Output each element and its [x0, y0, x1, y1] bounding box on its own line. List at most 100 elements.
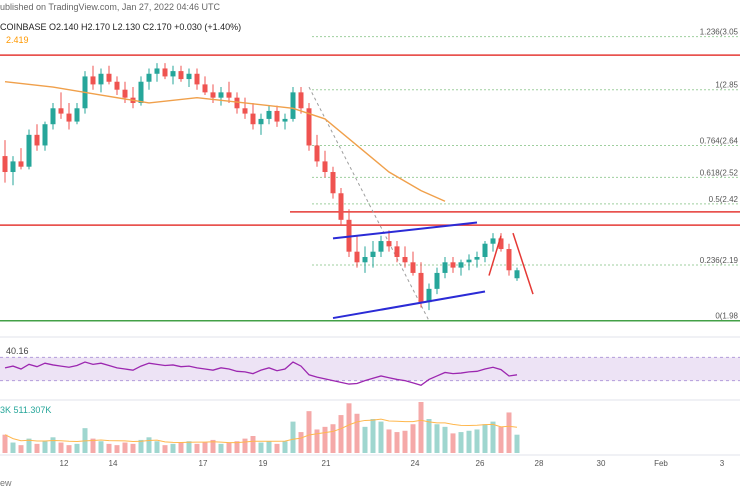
- volume-bar: [306, 411, 312, 453]
- projection-up-line: [488, 235, 502, 276]
- volume-value: 3K 511.307K: [0, 405, 52, 415]
- candle-body: [154, 68, 160, 74]
- volume-bar: [394, 432, 400, 453]
- volume-bar: [218, 443, 224, 453]
- volume-bar: [162, 445, 168, 453]
- candle-body: [18, 161, 24, 167]
- volume-bar: [146, 437, 152, 453]
- candle-body: [378, 241, 384, 252]
- volume-bar: [314, 429, 320, 453]
- volume-bar: [354, 413, 360, 453]
- candle-body: [106, 73, 112, 82]
- volume-bar: [346, 403, 352, 453]
- candle-body: [266, 110, 272, 119]
- fib-level-label: 0(1.98: [715, 312, 738, 321]
- candle-body: [298, 92, 304, 109]
- volume-bar: [98, 441, 104, 453]
- published-label: ublished on TradingView.com, Jan 27, 202…: [0, 2, 220, 12]
- candle-body: [162, 68, 168, 77]
- volume-bar: [490, 421, 496, 453]
- volume-bar: [426, 419, 432, 453]
- candle-body: [50, 108, 56, 125]
- volume-bar: [402, 430, 408, 453]
- fib-level-label: 0.5(2.42: [709, 195, 739, 204]
- time-axis-label: 3: [720, 459, 725, 468]
- candle-body: [170, 71, 176, 77]
- volume-bar: [266, 441, 272, 453]
- candle-body: [250, 113, 256, 125]
- channel-upper-line: [332, 221, 478, 240]
- volume-bar: [290, 421, 296, 453]
- rsi-value: 40.16: [6, 346, 29, 356]
- volume-bar: [26, 438, 32, 453]
- projection-down-line: [512, 232, 534, 295]
- volume-bar: [138, 439, 144, 453]
- candle-body: [202, 84, 208, 93]
- candle-body: [90, 76, 96, 85]
- time-axis-label: 14: [109, 459, 118, 468]
- candle-body: [282, 118, 288, 122]
- candle-body: [122, 89, 128, 98]
- volume-bar: [450, 433, 456, 453]
- candle-body: [338, 193, 344, 220]
- time-axis-label: 21: [322, 459, 331, 468]
- volume-bar: [50, 437, 56, 453]
- candle-body: [74, 108, 80, 122]
- time-axis-label: Feb: [654, 459, 668, 468]
- candle-body: [2, 156, 8, 173]
- candle-body: [98, 73, 104, 85]
- rsi-band: [0, 357, 740, 381]
- candle-body: [362, 256, 368, 263]
- volume-bar: [130, 443, 136, 453]
- candle-body: [314, 145, 320, 162]
- candle-body: [354, 251, 360, 263]
- candle-body: [434, 272, 440, 289]
- fib-anchor-line: [308, 86, 430, 321]
- volume-bar: [170, 443, 176, 453]
- volume-bar: [210, 439, 216, 453]
- candle-body: [322, 161, 328, 173]
- volume-bar: [58, 442, 64, 453]
- candle-body: [242, 108, 248, 114]
- volume-bar: [506, 412, 512, 453]
- volume-bar: [2, 434, 8, 453]
- volume-bar: [458, 432, 464, 453]
- fib-level-label: 1(2.85: [715, 81, 738, 90]
- ohlc-readout: COINBASE O2.140 H2.170 L2.130 C2.170 +0.…: [0, 22, 242, 32]
- volume-bar: [154, 441, 160, 453]
- volume-bar: [34, 443, 40, 453]
- volume-bar: [474, 429, 480, 453]
- volume-bar: [90, 438, 96, 453]
- candle-body: [178, 71, 184, 80]
- candle-body: [458, 262, 464, 268]
- candle-body: [426, 288, 432, 303]
- volume-bar: [66, 445, 72, 453]
- candle-body: [10, 161, 16, 173]
- candle-body: [482, 243, 488, 257]
- volume-bar: [370, 419, 376, 453]
- candle-body: [490, 238, 496, 244]
- candle-body: [442, 262, 448, 273]
- candle-body: [514, 270, 520, 279]
- candle-body: [410, 262, 416, 273]
- volume-bar: [242, 438, 248, 453]
- ma-value: 2.419: [6, 35, 29, 45]
- volume-bar: [106, 443, 112, 453]
- volume-bar: [362, 426, 368, 453]
- volume-bar: [258, 442, 264, 453]
- candle-body: [42, 124, 48, 146]
- candle-body: [234, 97, 240, 109]
- volume-bar: [194, 443, 200, 453]
- time-axis-label: 26: [476, 459, 485, 468]
- volume-bar: [202, 442, 208, 453]
- time-axis-label: 30: [597, 459, 606, 468]
- candle-body: [498, 238, 504, 250]
- candle-body: [370, 251, 376, 257]
- volume-bar: [418, 402, 424, 453]
- candle-body: [34, 134, 40, 146]
- channel-lower-line: [332, 290, 486, 320]
- candle-body: [418, 272, 424, 303]
- candle-body: [402, 256, 408, 263]
- candle-body: [506, 249, 512, 271]
